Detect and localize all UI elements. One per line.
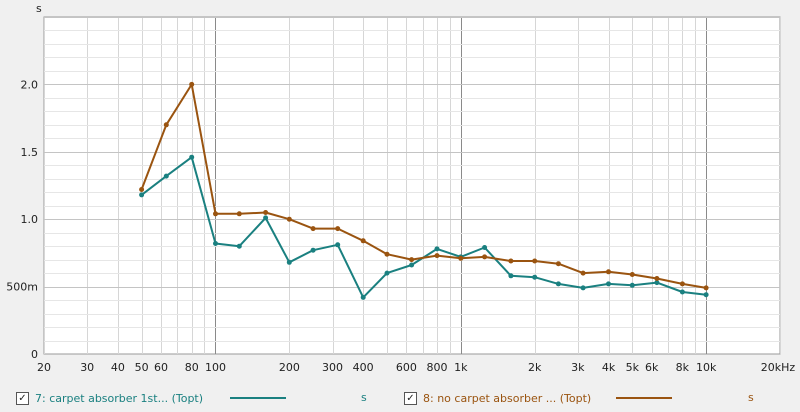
x-tick-label: 200 <box>279 361 300 374</box>
data-point-series-1 <box>679 289 685 295</box>
x-tick-label: 300 <box>322 361 343 374</box>
x-tick-label: 400 <box>353 361 374 374</box>
data-point-series-2 <box>189 81 195 87</box>
x-tick-label: 600 <box>396 361 417 374</box>
series <box>139 81 709 300</box>
data-point-series-1 <box>555 281 561 287</box>
data-point-series-1 <box>508 273 514 279</box>
y-tick-label: 1.5 <box>21 146 39 159</box>
legend: ✓ 7: carpet absorber 1st... (Topt) s ✓ 8… <box>0 384 800 412</box>
x-tick-label: 8k <box>676 361 690 374</box>
data-point-series-2 <box>409 257 415 263</box>
data-point-series-2 <box>606 269 611 275</box>
data-point-series-1 <box>384 270 390 276</box>
series-line-2 <box>140 83 707 289</box>
data-point-series-2 <box>236 211 242 217</box>
data-point-series-2 <box>458 255 464 261</box>
x-tick-label: 4k <box>602 361 616 374</box>
series-8-unit: s <box>748 391 754 404</box>
x-tick-label: 60 <box>154 361 168 374</box>
x-tick-label: 3k <box>571 361 585 374</box>
series-8-checkbox[interactable]: ✓ <box>404 391 417 405</box>
legend-item-series-8[interactable]: ✓ 8: no carpet absorber ... (Topt) s <box>404 389 754 407</box>
y-tick-label: 500m <box>6 281 38 294</box>
y-tick-label: 0 <box>31 348 38 361</box>
data-point-series-1 <box>139 192 145 198</box>
data-point-series-1 <box>629 282 635 288</box>
legend-item-series-7[interactable]: ✓ 7: carpet absorber 1st... (Topt) s <box>16 389 367 407</box>
data-point-series-2 <box>532 258 538 264</box>
x-tick-label: 80 <box>185 361 199 374</box>
y-tick-label: 1.0 <box>21 213 39 226</box>
x-tick-label: 100 <box>205 361 226 374</box>
data-point-series-2 <box>679 281 685 287</box>
data-point-series-2 <box>703 285 709 291</box>
series-8-label: 8: no carpet absorber ... (Topt) <box>423 391 592 405</box>
data-point-series-2 <box>139 187 145 192</box>
data-point-series-1 <box>335 242 341 248</box>
data-point-series-1 <box>482 245 488 250</box>
data-point-series-1 <box>703 292 709 298</box>
data-point-series-2 <box>434 253 440 259</box>
x-tick-label: 10k <box>696 361 717 374</box>
series-7-unit: s <box>361 391 367 404</box>
x-tick-label: 40 <box>111 361 125 374</box>
data-point-series-1 <box>163 173 169 179</box>
data-point-series-1 <box>310 247 316 253</box>
data-point-series-2 <box>310 226 316 232</box>
data-point-series-1 <box>606 281 611 287</box>
data-point-series-1 <box>360 294 366 300</box>
axis-ticks: 20 30 40 50 60 80 100 200 300 400 600 800 1k 2k 3k 4k 5k… <box>6 78 717 374</box>
chart: 20 30 40 50 60 80 100 200 300 400 600 800 1k 2k 3k 4k 5k… <box>6 2 796 374</box>
data-point-series-2 <box>654 276 660 281</box>
x-tick-label: 5k <box>626 361 640 374</box>
data-point-series-1 <box>286 259 292 265</box>
series-7-swatch <box>230 397 286 399</box>
data-point-series-1 <box>434 246 440 252</box>
data-point-series-2 <box>263 210 269 215</box>
data-point-series-2 <box>335 226 341 232</box>
series-7-checkbox[interactable]: ✓ <box>16 391 29 405</box>
plot-area <box>43 16 781 355</box>
data-point-series-1 <box>189 154 195 160</box>
data-point-series-1 <box>532 274 538 280</box>
data-point-series-1 <box>409 262 415 268</box>
y-axis-unit-label: s <box>36 2 42 15</box>
data-point-series-2 <box>286 216 292 222</box>
data-point-series-2 <box>508 258 514 264</box>
y-tick-label: 2.0 <box>21 78 39 91</box>
data-point-series-1 <box>263 215 269 221</box>
data-point-series-1 <box>654 280 660 286</box>
data-point-series-2 <box>580 270 586 276</box>
x-axis-unit-label: 20kHz <box>761 361 796 374</box>
data-point-series-2 <box>555 261 561 267</box>
data-point-series-2 <box>629 272 635 277</box>
data-point-series-2 <box>360 238 366 244</box>
x-tick-label: 1k <box>454 361 468 374</box>
data-point-series-2 <box>213 211 218 217</box>
data-point-series-2 <box>163 122 169 128</box>
data-point-series-1 <box>213 241 218 246</box>
data-point-series-2 <box>482 254 488 260</box>
data-point-series-1 <box>236 243 242 249</box>
x-tick-label: 800 <box>427 361 448 374</box>
series-7-label: 7: carpet absorber 1st... (Topt) <box>35 391 204 405</box>
series-8-swatch <box>616 397 672 399</box>
x-tick-label: 20 <box>37 361 51 374</box>
x-tick-label: 6k <box>645 361 659 374</box>
x-tick-label: 50 <box>135 361 149 374</box>
x-tick-label: 2k <box>528 361 542 374</box>
x-tick-label: 30 <box>80 361 94 374</box>
data-point-series-2 <box>384 251 390 257</box>
data-point-series-1 <box>580 285 586 291</box>
